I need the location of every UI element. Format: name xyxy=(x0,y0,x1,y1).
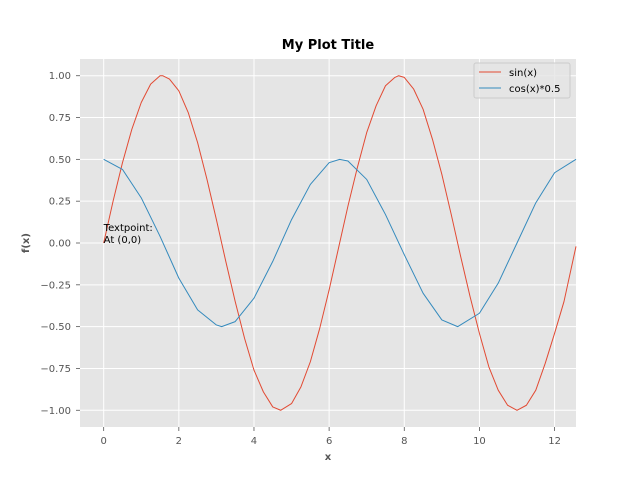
y-tick-label: 0.75 xyxy=(49,113,71,124)
legend-label-sin: sin(x) xyxy=(509,68,537,79)
series-line-cos xyxy=(103,158,577,328)
y-tick-label: −1.00 xyxy=(40,406,71,417)
legend-label-cos: cos(x)*0.5 xyxy=(509,84,560,95)
x-tick-label: 6 xyxy=(326,436,332,447)
x-axis: 0 2 4 6 8 10 12 xyxy=(100,427,561,447)
x-axis-label: x xyxy=(325,452,332,463)
y-axis: 1.00 0.75 0.50 0.25 0.00 −0.25 −0.50 −0.75 −1.00 xyxy=(40,71,80,417)
annotation-text: Textpoint: xyxy=(103,223,153,234)
x-tick-label: 0 xyxy=(100,436,106,447)
y-tick-label: −0.50 xyxy=(40,322,71,333)
series-line-sin xyxy=(103,75,577,411)
legend: sin(x) cos(x)*0.5 xyxy=(473,62,571,99)
y-tick-label: 0.50 xyxy=(49,155,71,166)
x-tick-label: 10 xyxy=(473,436,486,447)
y-tick-label: −0.75 xyxy=(40,364,71,375)
y-tick-label: −0.25 xyxy=(40,280,71,291)
x-tick-label: 4 xyxy=(251,436,257,447)
x-tick-label: 12 xyxy=(548,436,561,447)
y-tick-label: 1.00 xyxy=(49,71,71,82)
y-tick-label: 0.25 xyxy=(49,197,71,208)
x-tick-label: 8 xyxy=(401,436,407,447)
annotation-text: At (0,0) xyxy=(104,235,142,246)
y-axis-label: f(x) xyxy=(21,233,32,253)
y-tick-label: 0.00 xyxy=(49,239,71,250)
x-tick-label: 2 xyxy=(176,436,182,447)
annotations: Textpoint:At (0,0) xyxy=(103,223,153,246)
chart-title: My Plot Title xyxy=(282,38,375,53)
series-lines xyxy=(103,75,577,411)
